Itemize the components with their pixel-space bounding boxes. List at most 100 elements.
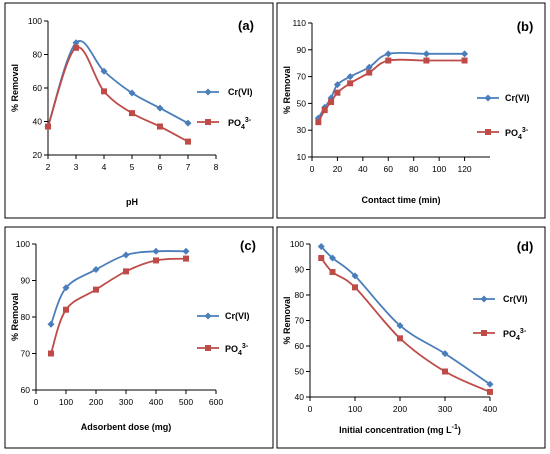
x-tick-label: 100	[59, 397, 73, 407]
data-point-po4	[157, 123, 163, 130]
data-point-po4	[48, 350, 54, 357]
panel-border	[4, 226, 274, 449]
data-point-po4	[329, 269, 336, 276]
x-tick-label: 0	[34, 397, 39, 407]
y-axis-label: % Removal	[10, 64, 20, 112]
legend-marker-po4	[205, 119, 211, 125]
x-tick-label: 40	[358, 164, 368, 174]
legend-label-name: PO	[505, 128, 518, 138]
x-tick-label: 3	[74, 162, 79, 172]
y-tick-label: 110	[292, 18, 306, 28]
data-point-cr	[333, 81, 341, 89]
data-point-po4	[63, 306, 69, 313]
data-point-po4	[73, 44, 79, 51]
y-tick-label: 60	[33, 83, 43, 93]
data-point-cr	[396, 322, 404, 330]
x-axis-label: Contact time (min)	[361, 195, 440, 205]
y-tick-label: 70	[297, 72, 307, 82]
data-point-cr	[351, 272, 359, 280]
data-point-cr	[122, 251, 130, 259]
data-point-po4	[397, 335, 403, 342]
data-point-cr	[329, 254, 336, 262]
data-point-cr	[346, 73, 354, 81]
legend-label-name: PO	[228, 118, 241, 128]
panel-label: (b)	[517, 19, 534, 34]
y-tick-label: 60	[295, 341, 305, 351]
y-tick-label: 40	[33, 117, 43, 127]
legend-label-sub: 4	[516, 335, 520, 342]
y-tick-label: 100	[16, 239, 30, 249]
y-tick-label: 50	[295, 367, 305, 377]
legend-label-name: PO	[503, 329, 516, 339]
data-point-cr	[72, 39, 80, 47]
legend-label-name: Cr(VI)	[228, 87, 253, 97]
x-tick-label: 300	[438, 404, 452, 414]
legend-label: Cr(VI)	[225, 311, 250, 321]
data-point-cr	[92, 266, 100, 274]
x-tick-label: 4	[102, 162, 107, 172]
y-tick-label: 40	[295, 392, 305, 402]
x-axis-label: Adsorbent dose (mg)	[81, 422, 172, 432]
x-tick-label: 500	[179, 397, 193, 407]
y-tick-label: 70	[295, 316, 305, 326]
data-point-po4	[423, 57, 430, 64]
y-tick-label: 90	[21, 276, 31, 286]
data-point-cr	[184, 119, 192, 127]
x-tick-label: 7	[186, 162, 191, 172]
x-tick-label: 100	[348, 404, 362, 414]
y-tick-label: 80	[295, 290, 305, 300]
x-tick-label: 600	[209, 397, 223, 407]
data-point-cr	[422, 50, 430, 58]
data-point-cr	[47, 320, 55, 328]
data-point-cr	[384, 50, 392, 58]
panel-label: (a)	[238, 18, 254, 33]
chart-panel-b: 10 30 50 70 90 110 0 20 40 60 80 100 120 % Removal Con…	[276, 2, 546, 219]
data-point-po4	[129, 110, 135, 117]
x-tick-label: 200	[393, 404, 407, 414]
y-axis-label: % Removal	[282, 66, 292, 114]
y-tick-label: 80	[33, 50, 43, 60]
x-tick-label: 60	[384, 164, 394, 174]
x-axis-label: pH	[126, 197, 138, 207]
x-tick-label: 100	[432, 164, 446, 174]
legend-label-name: Cr(VI)	[503, 294, 528, 304]
legend-label-sup: 3-	[245, 117, 252, 124]
data-point-po4	[93, 286, 99, 293]
data-point-cr	[62, 284, 70, 292]
data-point-po4	[101, 88, 107, 95]
legend-label-sub: 4	[241, 124, 245, 131]
chart-panel-d: 40 50 60 70 80 90 100 0 100 200 300 400 % Removal Ini…	[276, 226, 546, 449]
legend-label-name: Cr(VI)	[505, 93, 530, 103]
x-axis-label-main: Initial concentration (mg L	[339, 425, 452, 435]
x-tick-label: 6	[158, 162, 163, 172]
data-point-po4	[461, 57, 468, 64]
panel-border	[276, 2, 546, 219]
y-tick-label: 50	[297, 98, 307, 108]
legend-marker-po4	[481, 330, 487, 336]
x-tick-label: 200	[89, 397, 103, 407]
data-point-po4	[321, 107, 328, 114]
y-tick-label: 20	[33, 150, 43, 160]
x-tick-label: 300	[119, 397, 133, 407]
legend-label-sup: 3-	[522, 127, 529, 134]
legend-label-sup: 3-	[520, 328, 527, 335]
panel-label: (c)	[240, 238, 256, 253]
y-tick-label: 70	[21, 349, 31, 359]
y-axis-label: % Removal	[10, 293, 20, 341]
y-axis-label: % Removal	[282, 296, 292, 344]
data-point-po4	[366, 69, 373, 76]
data-point-cr	[156, 104, 164, 112]
data-point-cr	[100, 67, 108, 75]
legend-marker-po4	[205, 345, 211, 351]
x-tick-label: 2	[46, 162, 51, 172]
legend-label: PO43-	[505, 127, 529, 141]
x-axis-label-main: Adsorbent dose (mg)	[81, 422, 172, 432]
data-point-po4	[487, 388, 493, 395]
x-axis-label-main: Contact time (min)	[361, 195, 440, 205]
x-axis-label-main: pH	[126, 197, 138, 207]
x-tick-label: 400	[149, 397, 163, 407]
data-point-po4	[153, 257, 159, 264]
legend-marker-cr	[204, 88, 212, 96]
legend-label-sub: 4	[238, 350, 242, 357]
